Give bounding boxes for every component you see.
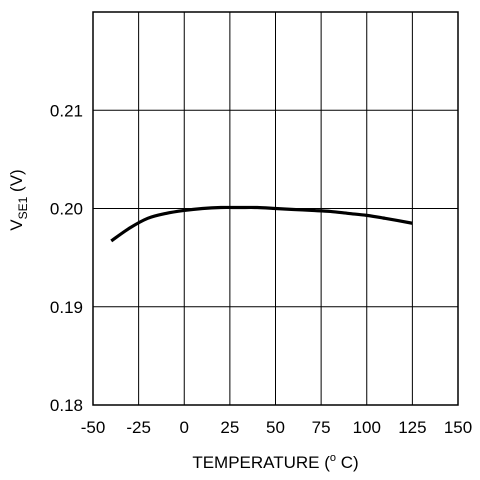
x-tick-label: 50 xyxy=(266,418,285,437)
x-tick-label: -50 xyxy=(81,418,106,437)
y-axis-title-main: V xyxy=(7,219,26,231)
x-axis-title-unit: C) xyxy=(336,453,359,472)
x-tick-label: -25 xyxy=(126,418,151,437)
x-tick-label: 25 xyxy=(220,418,239,437)
x-tick-labels: -50 -25 0 25 50 75 100 125 150 xyxy=(81,418,472,437)
y-tick-labels: 0.18 0.19 0.20 0.21 xyxy=(50,101,83,415)
x-axis-title-degree: o xyxy=(330,452,336,464)
x-tick-label: 75 xyxy=(312,418,331,437)
series-layer xyxy=(110,205,413,243)
x-axis-title-main: TEMPERATURE ( xyxy=(192,453,330,472)
x-axis-title: TEMPERATURE (o C) xyxy=(192,452,358,472)
y-tick-label: 0.20 xyxy=(50,200,83,219)
x-tick-label: 0 xyxy=(180,418,189,437)
y-axis-title-unit: (V) xyxy=(7,169,26,196)
x-tick-label: 150 xyxy=(444,418,472,437)
x-tick-label: 100 xyxy=(353,418,381,437)
y-tick-label: 0.21 xyxy=(50,101,83,120)
plot-frame xyxy=(92,11,459,406)
y-axis-title-sub: SE1 xyxy=(16,196,30,219)
x-tick-label: 125 xyxy=(398,418,426,437)
y-axis-title: VSE1 (V) xyxy=(7,169,30,230)
series-line-0 xyxy=(110,205,413,243)
y-tick-label: 0.19 xyxy=(50,298,83,317)
y-tick-label: 0.18 xyxy=(50,396,83,415)
